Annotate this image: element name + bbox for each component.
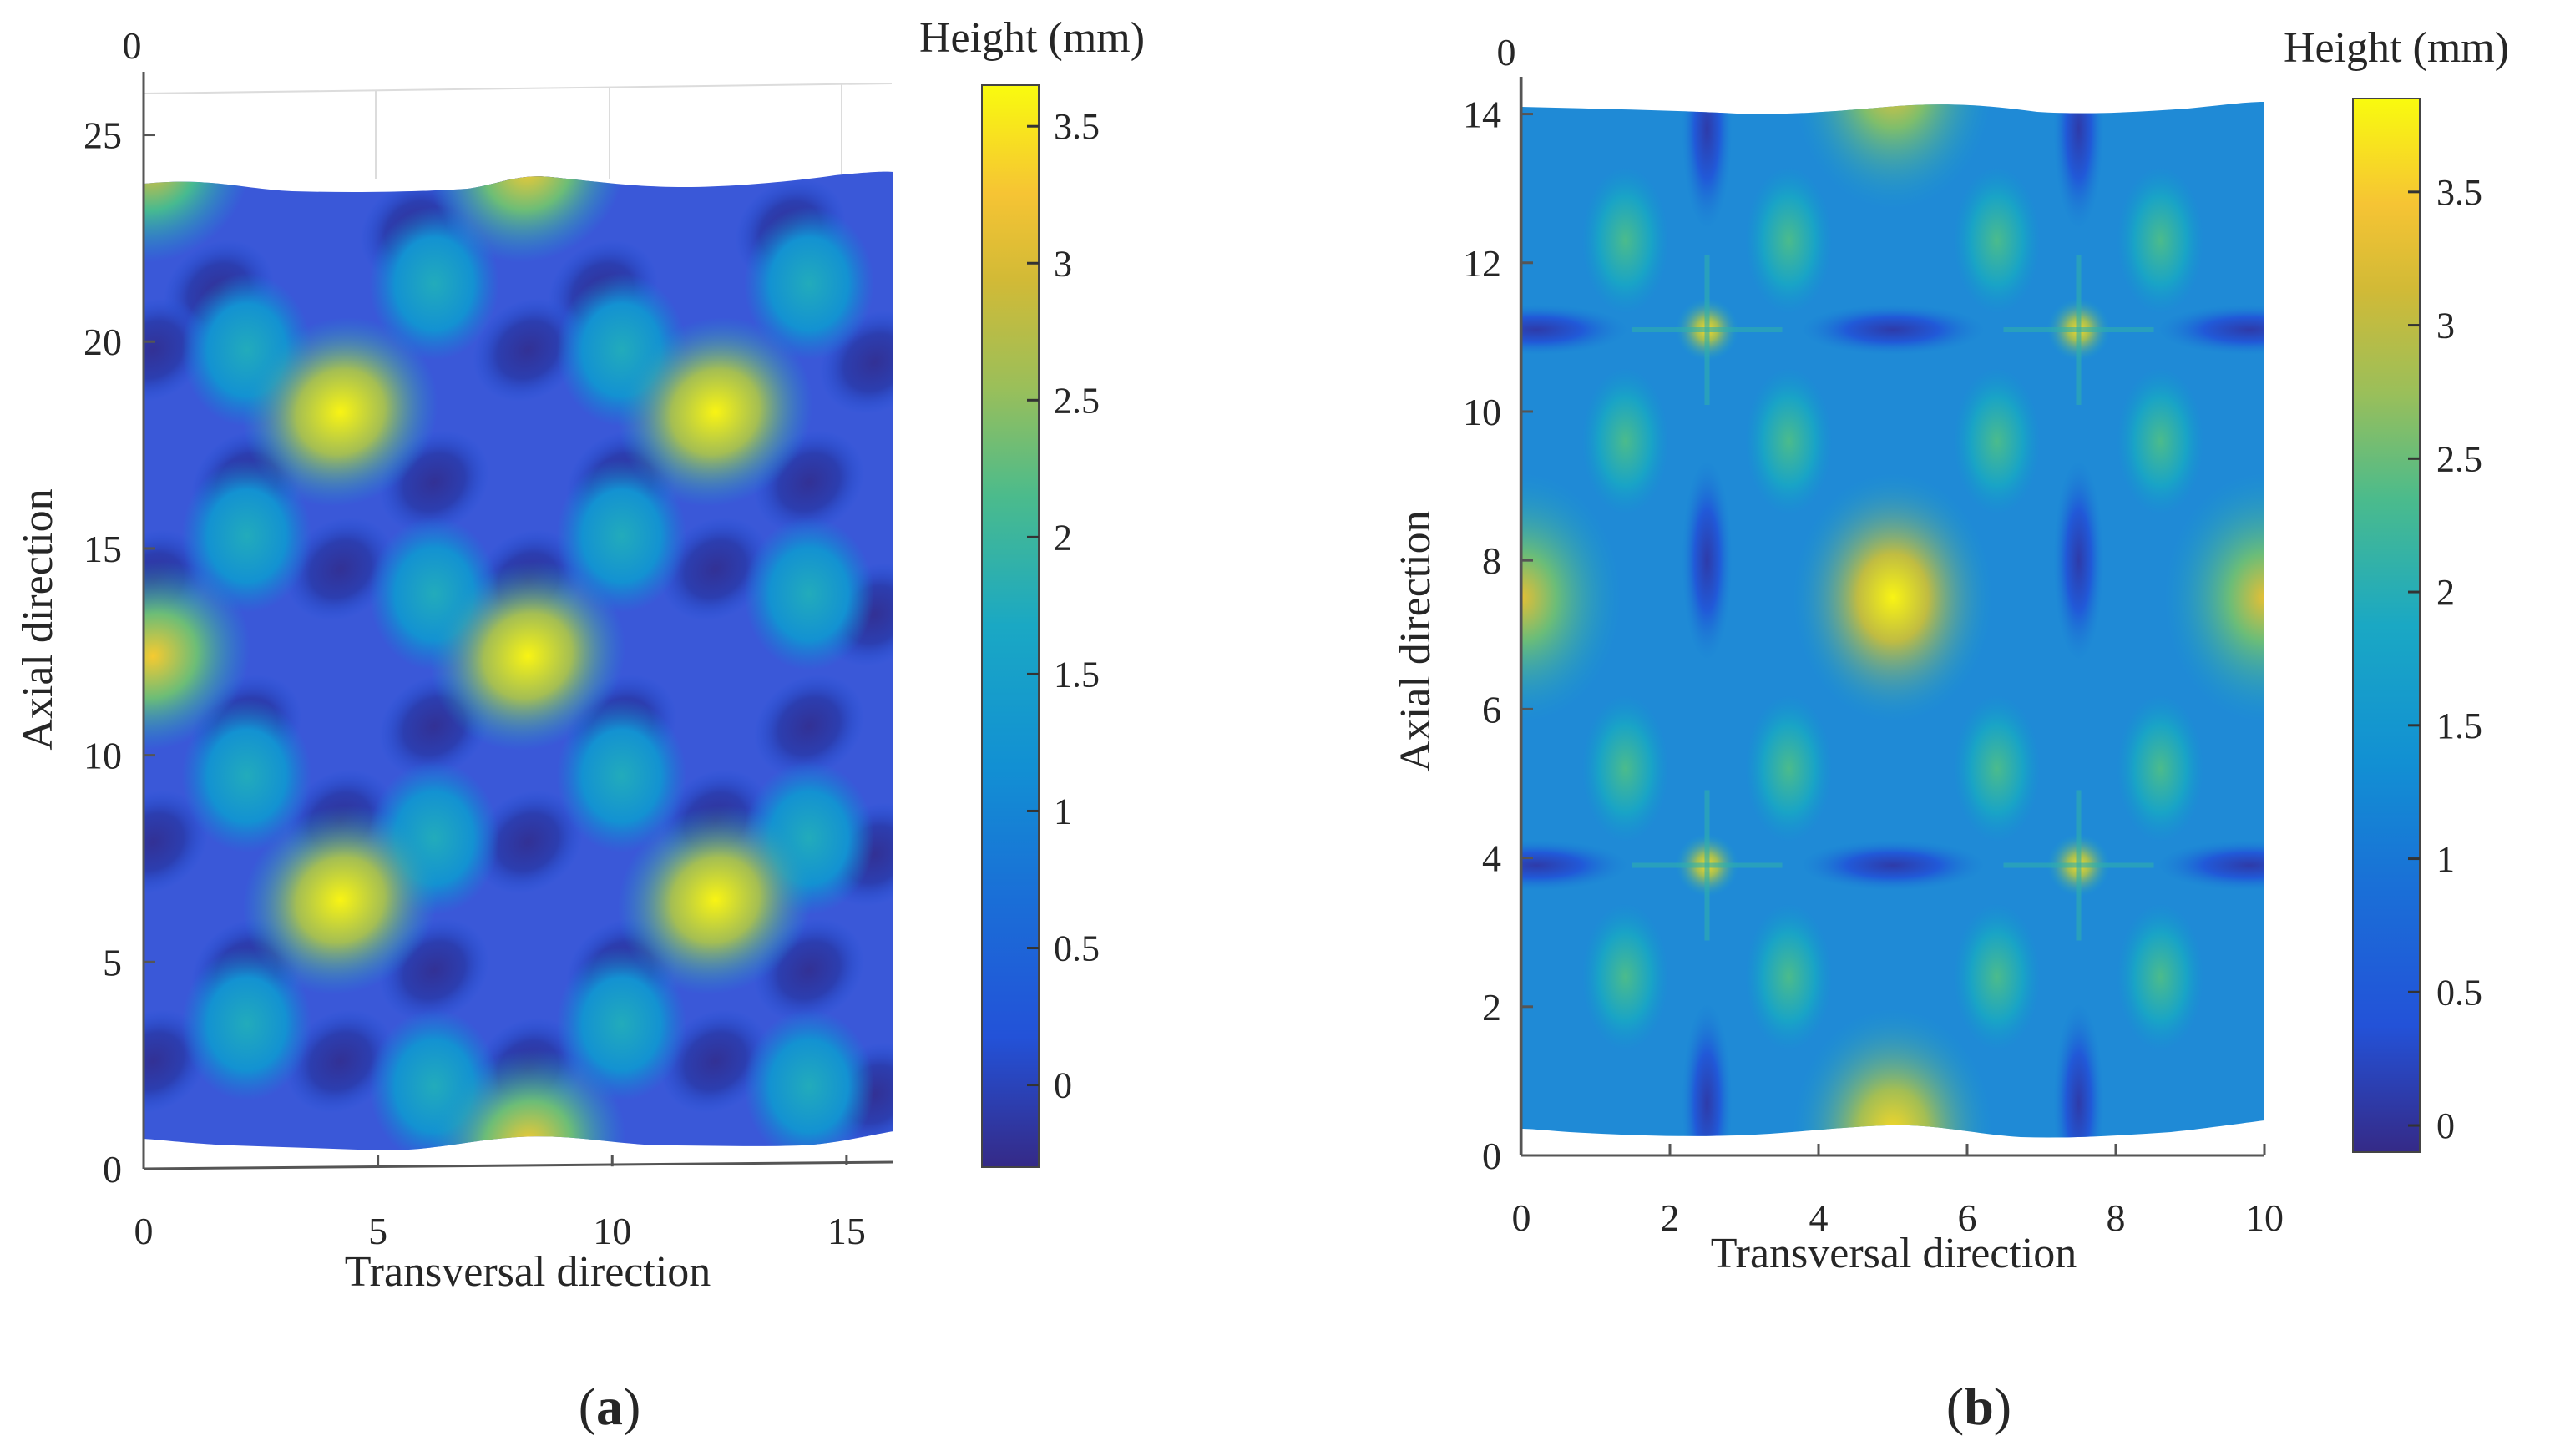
panel-b-surface: [1521, 102, 2264, 1138]
panel-b-cb-tick-label: 0.5: [2436, 972, 2482, 1013]
panel-b-origin-label: 0: [1497, 31, 1516, 73]
panel-a-cb-tick-label: 2.5: [1054, 380, 1100, 421]
panel-b-ytick-label: 10: [1463, 391, 1501, 433]
panel-a-ytick-label: 20: [83, 321, 122, 363]
panel-a-ytick-label: 10: [83, 735, 122, 777]
panel-b-ytick-label: 0: [1482, 1135, 1501, 1177]
panel-b-colorbar-title: Height (mm): [2284, 24, 2509, 72]
panel-a-cb-tick-label: 2: [1054, 517, 1072, 558]
panel-b-cb-tick-label: 1: [2436, 839, 2455, 880]
panel-b-xtick-label: 8: [2107, 1196, 2126, 1239]
panel-a-ytick-label: 15: [83, 528, 122, 570]
panel-a-xtick-label: 15: [827, 1210, 866, 1252]
panel-b-cb-tick-label: 3: [2436, 306, 2455, 346]
panel-b-ytick-label: 12: [1463, 242, 1501, 285]
panel-b-xtick-label: 2: [1661, 1196, 1680, 1239]
panel-a-cb-tick-label: 0.5: [1054, 928, 1100, 969]
panel-b-cb-tick-label: 1.5: [2436, 705, 2482, 746]
panel-a-cb-tick-label: 3: [1054, 243, 1072, 284]
panel-a-caption: (a): [579, 1377, 641, 1436]
panel-a-axes: [142, 72, 894, 1170]
panel-a-surface: [144, 171, 893, 1151]
panel-a-xtick-label: 10: [593, 1210, 631, 1252]
panel-b-axes: [1520, 77, 2264, 1157]
panel-a-ytick-label: 5: [103, 941, 122, 983]
panel-a-cb-tick-label: 1.5: [1054, 654, 1100, 695]
panel-b-cb-tick-label: 2: [2436, 572, 2455, 613]
panel-a-ytick-label: 0: [103, 1148, 122, 1191]
panel-a-xtick-label: 5: [368, 1210, 387, 1252]
panel-a-colorbar-title: Height (mm): [919, 14, 1145, 62]
panel-a-xtick-label: 0: [134, 1210, 154, 1252]
panel-b-caption: (b): [1946, 1377, 2011, 1436]
panel-b-xtick-label: 0: [1512, 1196, 1531, 1239]
panel-a-origin-label: 0: [123, 24, 142, 67]
panel-b-ytick-label: 14: [1463, 94, 1501, 136]
panel-a-cb-tick-label: 3.5: [1054, 106, 1100, 147]
panel-a-xlabel: Transversal direction: [345, 1248, 711, 1296]
panel-b-cb-tick-label: 2.5: [2436, 438, 2482, 479]
panel-a-ytick-label: 25: [83, 114, 122, 157]
panel-b-xtick-label: 10: [2245, 1196, 2284, 1239]
panel-b-ytick-label: 6: [1482, 688, 1501, 731]
panel-b-ylabel: Axial direction: [1392, 510, 1439, 771]
panel-b-cb-tick-label: 0: [2436, 1105, 2455, 1146]
panel-b-ytick-label: 2: [1482, 986, 1501, 1029]
panel-b-colorbar: [2352, 98, 2421, 1153]
panel-b-cb-tick-label: 3.5: [2436, 172, 2482, 213]
panel-b-ytick-label: 4: [1482, 837, 1501, 880]
panel-a-cb-tick-label: 1: [1054, 791, 1072, 832]
panel-a-cb-tick-label: 0: [1054, 1065, 1072, 1106]
panel-b-xlabel: Transversal direction: [1711, 1230, 2077, 1277]
panel-b-xtick-label: 6: [1958, 1196, 1977, 1239]
panel-a-colorbar: [981, 84, 1040, 1168]
panel-b-xtick-label: 4: [1809, 1196, 1829, 1239]
panel-a-ylabel: Axial direction: [14, 488, 62, 750]
panel-b-ytick-label: 8: [1482, 539, 1501, 582]
